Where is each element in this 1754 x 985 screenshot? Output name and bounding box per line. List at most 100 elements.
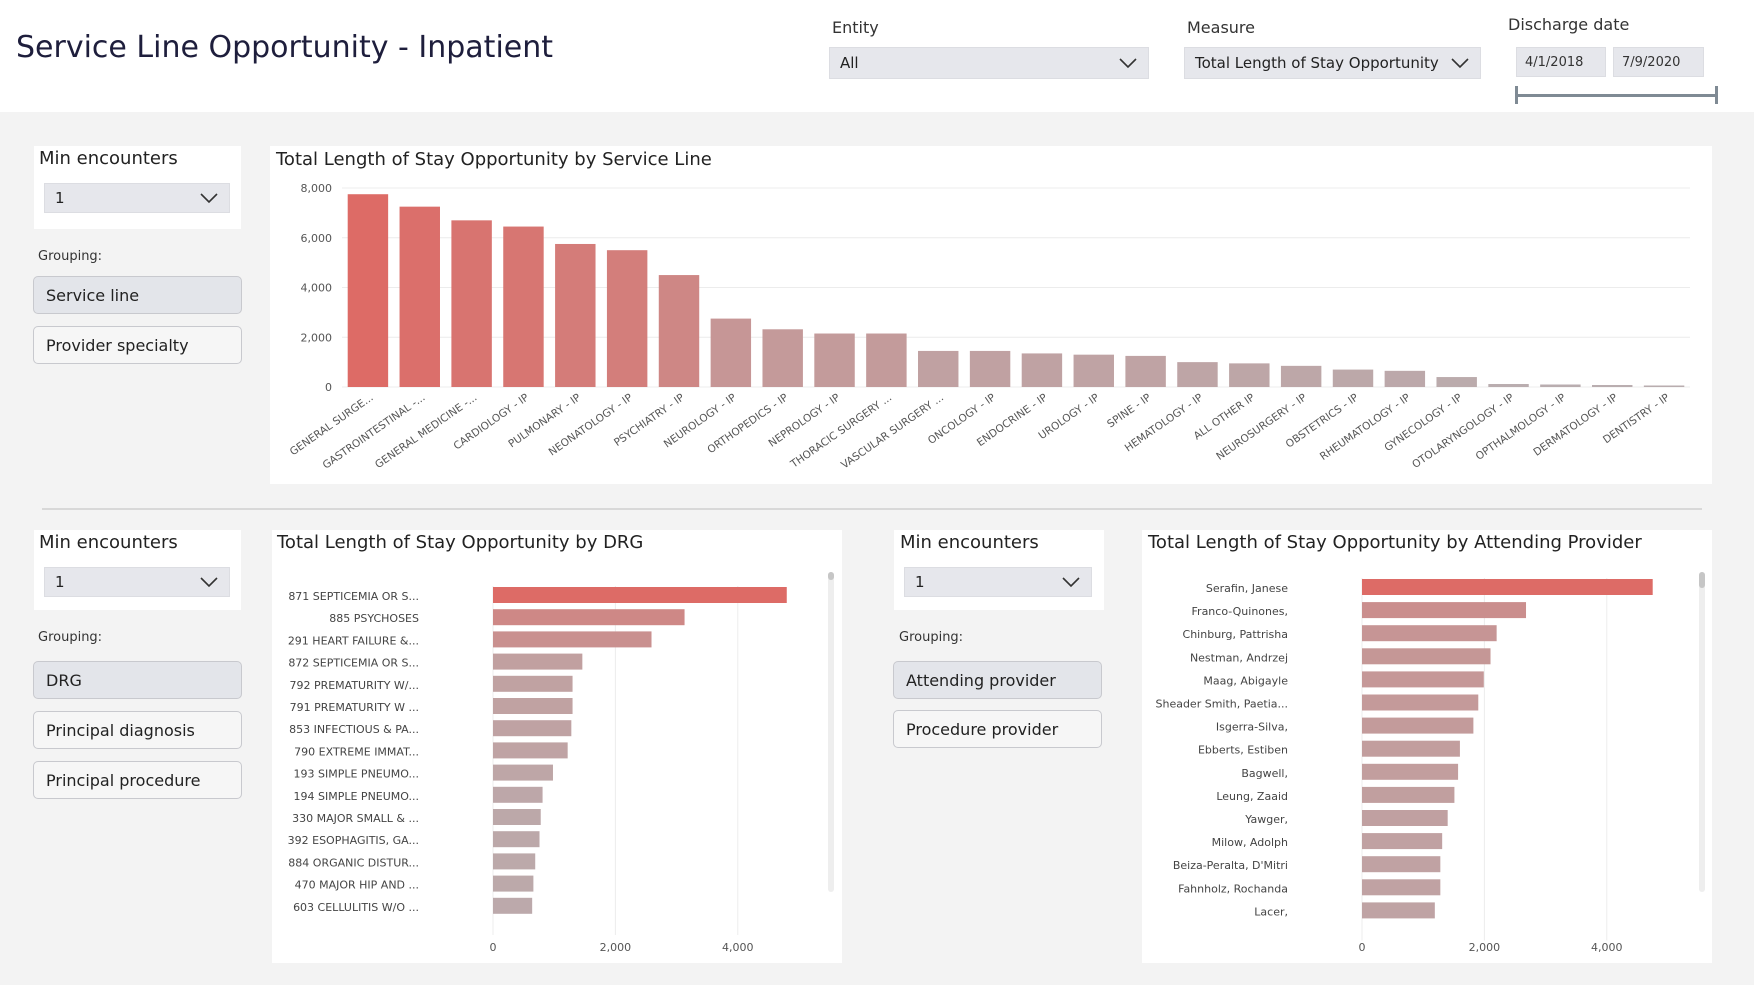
bar[interactable] — [1362, 786, 1455, 803]
bar[interactable] — [1021, 353, 1063, 387]
y-tick-label: 885 PSYCHOSES — [329, 612, 419, 625]
scrollbar-track[interactable] — [1699, 572, 1705, 892]
bar[interactable] — [1362, 902, 1435, 919]
bar[interactable] — [399, 206, 440, 387]
x-tick-label: 4,000 — [722, 941, 754, 954]
y-tick-label: Yawger, — [1244, 813, 1288, 826]
provider-min-encounters-dropdown[interactable]: 1 — [904, 567, 1092, 597]
bar[interactable] — [1362, 763, 1459, 780]
chevron-down-icon — [200, 193, 218, 204]
bar[interactable] — [1362, 602, 1527, 619]
bar[interactable] — [493, 786, 543, 803]
y-tick-label: 2,000 — [301, 331, 333, 344]
bar[interactable] — [493, 720, 572, 737]
x-tick-label: RHEUMATOLOGY - IP — [1318, 392, 1413, 463]
drg-min-encounters-dropdown[interactable]: 1 — [44, 567, 230, 597]
bar[interactable] — [1362, 879, 1441, 896]
bar[interactable] — [493, 653, 583, 670]
bar[interactable] — [1177, 362, 1218, 387]
y-tick-label: 791 PREMATURITY W ... — [290, 701, 419, 714]
bar[interactable] — [969, 350, 1011, 387]
grouping-procedure-provider-button[interactable]: Procedure provider — [893, 710, 1102, 748]
y-tick-label: 871 SEPTICEMIA OR S... — [288, 590, 419, 603]
bar[interactable] — [1643, 385, 1685, 387]
bar[interactable] — [1125, 355, 1166, 387]
bar[interactable] — [347, 194, 389, 387]
service-min-encounters-dropdown[interactable]: 1 — [44, 183, 230, 213]
bar[interactable] — [555, 243, 596, 387]
y-tick-label: Leung, Zaaid — [1216, 790, 1288, 803]
scrollbar-thumb[interactable] — [828, 572, 834, 580]
bar[interactable] — [1362, 625, 1497, 642]
bar[interactable] — [1362, 671, 1484, 688]
bar[interactable] — [493, 764, 553, 781]
bar[interactable] — [814, 333, 855, 387]
bar[interactable] — [503, 226, 544, 387]
chevron-down-icon — [1062, 577, 1080, 588]
x-tick-label: NEONATOLOGY - IP — [547, 392, 635, 459]
grouping-attending-provider-button[interactable]: Attending provider — [893, 661, 1102, 699]
y-tick-label: 330 MAJOR SMALL & ... — [292, 812, 419, 825]
y-tick-label: 603 CELLULITIS W/O ... — [293, 901, 419, 914]
date-slider-track[interactable] — [1516, 94, 1718, 97]
bar[interactable] — [1362, 648, 1491, 665]
y-tick-label: 792 PREMATURITY W/... — [289, 679, 419, 692]
provider-chart-title: Total Length of Stay Opportunity by Atte… — [1148, 532, 1642, 553]
bar[interactable] — [1280, 365, 1322, 387]
bar[interactable] — [451, 220, 492, 387]
bar[interactable] — [493, 675, 573, 692]
bar[interactable] — [493, 853, 536, 870]
bar[interactable] — [1332, 369, 1374, 387]
service-line-chart-title: Total Length of Stay Opportunity by Serv… — [276, 149, 712, 170]
provider-chart: 0 2,000 4,000 Serafin, Janese Franco-Quinone… — [1155, 572, 1705, 954]
bar[interactable] — [1362, 740, 1460, 757]
grouping-principal-procedure-button[interactable]: Principal procedure — [33, 761, 242, 799]
discharge-end-input[interactable]: 7/9/2020 — [1613, 47, 1704, 77]
measure-dropdown[interactable]: Total Length of Stay Opportunity — [1184, 47, 1481, 79]
y-tick-label: Maag, Abigayle — [1203, 674, 1288, 687]
y-tick-label: Fahnholz, Rochanda — [1178, 882, 1288, 895]
bar[interactable] — [1362, 810, 1448, 826]
bar[interactable] — [658, 275, 700, 387]
bar[interactable] — [493, 809, 541, 825]
date-slider-start-handle[interactable] — [1515, 86, 1518, 104]
bar[interactable] — [1592, 385, 1633, 387]
scrollbar-thumb[interactable] — [1699, 572, 1705, 588]
bar[interactable] — [493, 742, 568, 759]
bar[interactable] — [1362, 856, 1441, 873]
bar[interactable] — [1384, 370, 1426, 387]
grouping-provider-specialty-button[interactable]: Provider specialty — [33, 326, 242, 364]
bar[interactable] — [1540, 384, 1581, 387]
scrollbar-track[interactable] — [828, 572, 834, 892]
bar[interactable] — [493, 587, 787, 603]
y-tick-label: Bagwell, — [1241, 767, 1288, 780]
bar[interactable] — [493, 631, 652, 648]
bar[interactable] — [606, 250, 648, 387]
bar[interactable] — [493, 897, 533, 914]
x-tick-label: 0 — [1359, 941, 1366, 954]
bar[interactable] — [918, 350, 959, 387]
bar[interactable] — [710, 318, 752, 387]
entity-dropdown[interactable]: All — [829, 47, 1149, 79]
bar[interactable] — [1362, 717, 1474, 734]
bar[interactable] — [493, 609, 685, 626]
bar[interactable] — [1362, 833, 1443, 850]
service-min-encounters-value: 1 — [55, 189, 65, 207]
grouping-principal-diagnosis-button[interactable]: Principal diagnosis — [33, 711, 242, 749]
bar[interactable] — [1362, 579, 1653, 595]
bar[interactable] — [493, 698, 573, 714]
bar[interactable] — [1362, 694, 1479, 711]
date-slider-end-handle[interactable] — [1715, 86, 1718, 104]
bar[interactable] — [1436, 377, 1477, 387]
bar[interactable] — [1488, 384, 1529, 387]
bar[interactable] — [1073, 354, 1114, 387]
bar[interactable] — [493, 831, 540, 848]
discharge-start-input[interactable]: 4/1/2018 — [1516, 47, 1606, 77]
bar[interactable] — [866, 333, 907, 387]
bar[interactable] — [762, 329, 803, 387]
bar[interactable] — [493, 875, 534, 892]
grouping-drg-button[interactable]: DRG — [33, 661, 242, 699]
bar[interactable] — [1229, 363, 1270, 387]
grouping-service-line-button[interactable]: Service line — [33, 276, 242, 314]
drg-chart-title: Total Length of Stay Opportunity by DRG — [277, 532, 644, 553]
